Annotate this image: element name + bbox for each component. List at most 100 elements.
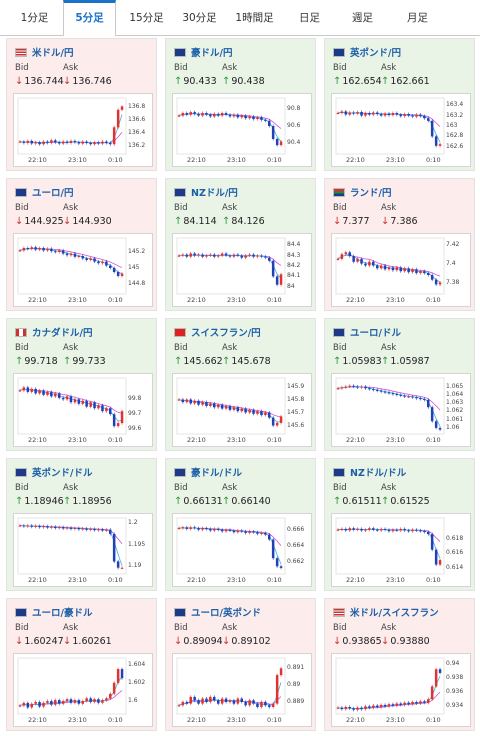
candle xyxy=(427,530,430,536)
rate-card[interactable]: 英ポンド/円 Bid Ask ↑162.654 ↑162.661 163.4 163.2 16… xyxy=(324,38,475,171)
rate-card[interactable]: スイスフラン/円 Bid Ask ↑145.662 ↑145.678 145.9 145.8… xyxy=(165,318,316,451)
tab-0[interactable]: 1分足 xyxy=(20,12,49,24)
rate-card[interactable]: カナダドル/円 Bid Ask ↑99.718 ↑99.733 99.8 99.7 99.6 2… xyxy=(6,318,157,451)
mini-chart[interactable]: 99.8 99.7 99.6 22:10 23:10 0:10 xyxy=(13,373,153,447)
card-header: 米ドル/スイスフラン xyxy=(333,605,439,619)
mini-chart[interactable]: 163.4 163.2 163 162.8 162.6 22:10 23:10 0:10 xyxy=(331,93,471,167)
mini-chart[interactable]: 145.2 145 144.8 22:10 23:10 0:10 xyxy=(13,233,153,307)
currency-pair[interactable]: スイスフラン/円 xyxy=(191,328,261,339)
candle xyxy=(112,412,116,428)
candle xyxy=(248,698,251,707)
tab-4[interactable]: 1時間足 xyxy=(235,12,274,24)
mini-chart[interactable]: 0.94 0.938 0.936 0.934 22:10 23:10 0:10 xyxy=(331,653,471,727)
candle xyxy=(93,697,96,704)
rate-card[interactable]: ユーロ/豪ドル Bid Ask ↓1.60247 ↓1.60261 1.604 1.602 1… xyxy=(6,598,157,731)
rate-card[interactable]: 豪ドル/ドル Bid Ask ↑0.66131 ↑0.66140 0.666 0.664 0.… xyxy=(165,458,316,591)
tab-6[interactable]: 週足 xyxy=(352,12,373,24)
rate-card[interactable]: ユーロ/ドル Bid Ask ↑1.05983 ↑1.05987 1.065 1.064 1.… xyxy=(324,318,475,451)
y-tick-label: 1.2 xyxy=(128,519,138,527)
candle xyxy=(336,257,340,261)
plot-frame xyxy=(335,657,445,715)
mini-chart[interactable]: 136.8 136.6 136.4 136.2 22:10 23:10 0:10 xyxy=(13,93,153,167)
tab-7[interactable]: 月足 xyxy=(407,12,428,24)
mini-chart[interactable]: 1.065 1.064 1.063 1.062 1.061 1.06 22:10 23:10 0… xyxy=(331,373,471,447)
mini-chart[interactable]: 84.4 84.3 84.2 84.1 84 22:10 23:10 0:10 xyxy=(172,233,312,307)
x-tick-label: 0:10 xyxy=(267,576,282,584)
candle-body xyxy=(189,253,192,257)
candle-body xyxy=(340,254,344,259)
candle-body xyxy=(97,261,100,264)
candle xyxy=(275,673,279,706)
currency-pair[interactable]: 豪ドル/円 xyxy=(191,48,233,59)
rate-card[interactable]: ユーロ/英ポンド Bid Ask ↓0.89094 ↓0.89102 0.891 0.89 0… xyxy=(165,598,316,731)
candle xyxy=(185,525,189,531)
currency-pair[interactable]: ユーロ/英ポンド xyxy=(191,608,261,619)
candle xyxy=(177,397,181,402)
candle xyxy=(38,524,41,529)
currency-pair[interactable]: ユーロ/円 xyxy=(32,188,74,199)
rate-card[interactable]: NZドル/ドル Bid Ask ↑0.61511 ↑0.61525 0.618 0.616 0… xyxy=(324,458,475,591)
candle xyxy=(383,263,387,271)
currency-pair[interactable]: NZドル/円 xyxy=(191,188,238,199)
mini-chart[interactable]: 0.891 0.89 0.889 22:10 23:10 0:10 xyxy=(172,653,312,727)
currency-pair[interactable]: カナダドル/円 xyxy=(32,328,93,339)
candle-body xyxy=(232,114,236,117)
mini-chart[interactable]: 145.9 145.8 145.7 145.6 22:10 23:10 0:10 xyxy=(172,373,312,447)
candle xyxy=(42,246,45,252)
rate-card[interactable]: 豪ドル/円 Bid Ask ↑90.433 ↑90.438 90.8 90.6 90.4 22:… xyxy=(165,38,316,171)
ask-label: Ask xyxy=(63,343,79,353)
bid-price: 1.05983 xyxy=(342,356,382,367)
candle-body xyxy=(224,529,228,532)
currency-pair[interactable]: 米ドル/スイスフラン xyxy=(350,608,439,619)
candle xyxy=(415,113,418,119)
candle xyxy=(268,533,271,542)
mini-chart[interactable]: 0.618 0.616 0.614 22:10 23:10 0:10 xyxy=(331,513,471,587)
mini-chart[interactable]: 1.604 1.602 1.6 22:10 23:10 0:10 xyxy=(13,653,153,727)
currency-pair[interactable]: 豪ドル/ドル xyxy=(191,468,242,479)
candle xyxy=(22,246,26,252)
candle-body xyxy=(22,248,26,251)
candle-body xyxy=(177,115,181,117)
candle-body xyxy=(268,257,271,261)
candle xyxy=(434,548,438,567)
candle xyxy=(423,397,426,402)
y-tick-label: 145.7 xyxy=(287,408,305,416)
candle-body xyxy=(181,254,185,256)
candle-body xyxy=(379,390,383,392)
rate-card[interactable]: 米ドル/スイスフラン Bid Ask ↓0.93865 ↓0.93880 0.94 0.93… xyxy=(324,598,475,731)
tab-3[interactable]: 30分足 xyxy=(182,12,217,24)
currency-pair[interactable]: 英ポンド/円 xyxy=(350,48,401,59)
currency-pair[interactable]: 米ドル/円 xyxy=(32,48,74,59)
card-header: スイスフラン/円 xyxy=(174,325,261,339)
rate-card[interactable]: 英ポンド/ドル Bid Ask ↑1.18946 ↑1.18956 1.2 1.195 1.1… xyxy=(6,458,157,591)
candle-body xyxy=(116,272,120,276)
ask-label: Ask xyxy=(381,343,397,353)
tab-5[interactable]: 日足 xyxy=(299,12,320,24)
candle xyxy=(244,700,247,707)
candle-body xyxy=(89,698,92,702)
currency-pair[interactable]: NZドル/ドル xyxy=(350,468,407,479)
currency-pair[interactable]: ユーロ/ドル xyxy=(350,328,401,339)
candle xyxy=(228,404,232,412)
rate-card[interactable]: ランド/円 Bid Ask ↓7.377 ↓7.386 7.42 7.4 7.38 22:10 2… xyxy=(324,178,475,311)
mini-chart[interactable]: 90.8 90.6 90.4 22:10 23:10 0:10 xyxy=(172,93,312,167)
currency-pair[interactable]: ユーロ/豪ドル xyxy=(32,608,93,619)
ask-price: 1.05987 xyxy=(390,356,430,367)
tab-2[interactable]: 15分足 xyxy=(129,12,164,24)
tab-1[interactable]: 5分足 xyxy=(63,0,116,37)
candle xyxy=(42,524,45,529)
candle-body xyxy=(383,528,387,530)
currency-pair[interactable]: ランド/円 xyxy=(350,188,392,199)
rate-card[interactable]: ユーロ/円 Bid Ask ↓144.925 ↓144.930 145.2 145 144.8… xyxy=(6,178,157,311)
rate-card[interactable]: 米ドル/円 Bid Ask ↓136.744 ↓136.746 136.8 136.6 136… xyxy=(6,38,157,171)
candle xyxy=(18,388,22,392)
currency-pair[interactable]: 英ポンド/ドル xyxy=(32,468,93,479)
candle-body xyxy=(197,113,200,116)
mini-chart[interactable]: 0.666 0.664 0.662 22:10 23:10 0:10 xyxy=(172,513,312,587)
candle xyxy=(26,385,30,394)
bid-label: Bid xyxy=(174,63,188,73)
rate-card[interactable]: NZドル/円 Bid Ask ↑84.114 ↑84.126 84.4 84.3 84.2 84… xyxy=(165,178,316,311)
candle xyxy=(387,702,391,708)
mini-chart[interactable]: 1.2 1.195 1.19 22:10 23:10 0:10 xyxy=(13,513,153,587)
mini-chart[interactable]: 7.42 7.4 7.38 22:10 23:10 0:10 xyxy=(331,233,471,307)
